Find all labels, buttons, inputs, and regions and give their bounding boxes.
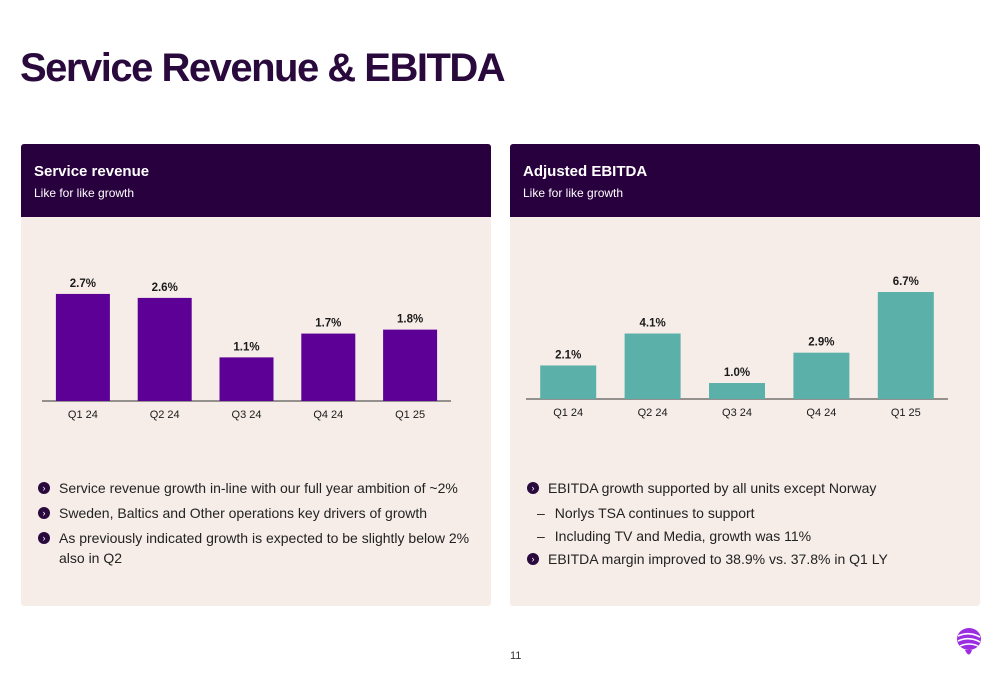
- adjusted-ebitda-bullets: › EBITDA growth supported by all units e…: [527, 478, 967, 574]
- service-revenue-panel: Service revenue Like for like growth 2.7…: [21, 144, 491, 606]
- x-tick-label: Q4 24: [313, 409, 343, 421]
- arrow-bullet-icon: ›: [38, 507, 50, 519]
- service-revenue-subtitle: Like for like growth: [34, 186, 135, 200]
- bar: [137, 297, 192, 401]
- page-number: 11: [510, 650, 522, 662]
- data-label: 1.1%: [233, 341, 259, 353]
- data-label: 1.7%: [315, 318, 341, 330]
- bar: [540, 365, 597, 399]
- page-title: Service Revenue & EBITDA: [20, 46, 506, 90]
- arrow-bullet-icon: ›: [527, 482, 539, 494]
- x-tick-label: Q4 24: [806, 407, 836, 419]
- adjusted-ebitda-title: Adjusted EBITDA: [523, 163, 648, 180]
- bar: [219, 357, 274, 401]
- service-revenue-bullets: › Service revenue growth in-line with ou…: [38, 478, 478, 573]
- adjusted-ebitda-subtitle: Like for like growth: [523, 186, 624, 200]
- service-revenue-chart: 2.7% Q1 24 2.6% Q2 24 1.1% Q3 24 1.7% Q4 24 1.8%…: [42, 278, 451, 421]
- bar: [55, 293, 110, 401]
- x-tick-label: Q3 24: [722, 407, 752, 419]
- data-label: 1.8%: [397, 314, 423, 326]
- adjusted-ebitda-chart: 2.1% Q1 24 4.1% Q2 24 1.0% Q3 24 2.9% Q4 24 6.7%…: [526, 276, 948, 419]
- data-label: 2.1%: [555, 349, 581, 361]
- dash-icon: –: [537, 505, 545, 521]
- data-label: 2.9%: [808, 337, 834, 349]
- bar: [877, 291, 934, 399]
- x-tick-label: Q1 25: [891, 407, 921, 419]
- dash-icon: –: [537, 528, 545, 544]
- data-label: 2.6%: [152, 282, 178, 294]
- x-tick-label: Q1 24: [553, 407, 583, 419]
- x-tick-label: Q1 25: [395, 409, 425, 421]
- bar: [709, 383, 765, 399]
- bullet-text: As previously indicated growth is expect…: [59, 530, 470, 566]
- bullet-item: › Service revenue growth in-line with ou…: [38, 478, 478, 498]
- arrow-bullet-icon: ›: [527, 553, 539, 565]
- data-label: 6.7%: [893, 276, 919, 288]
- sub-bullet-text: Including TV and Media, growth was 11%: [554, 528, 812, 544]
- telia-logo-icon: [957, 628, 981, 655]
- arrow-bullet-icon: ›: [38, 482, 50, 494]
- bullet-item: › As previously indicated growth is expe…: [38, 528, 478, 568]
- data-label: 4.1%: [639, 318, 665, 330]
- x-tick-label: Q1 24: [68, 409, 98, 421]
- arrow-bullet-icon: ›: [38, 532, 50, 544]
- sub-bullet-item: – Norlys TSA continues to support: [537, 503, 967, 523]
- bullet-item: › Sweden, Baltics and Other operations k…: [38, 503, 478, 523]
- adjusted-ebitda-header: Adjusted EBITDA Like for like growth: [510, 144, 980, 217]
- bullet-text: Sweden, Baltics and Other operations key…: [59, 505, 428, 521]
- adjusted-ebitda-panel: Adjusted EBITDA Like for like growth 2.1…: [510, 144, 980, 606]
- x-tick-label: Q3 24: [232, 409, 262, 421]
- bar: [624, 333, 681, 399]
- bullet-text: Service revenue growth in-line with our …: [59, 480, 458, 496]
- service-revenue-title: Service revenue: [34, 163, 150, 180]
- bullet-item: › EBITDA growth supported by all units e…: [527, 478, 967, 498]
- sub-bullet-item: – Including TV and Media, growth was 11%: [537, 526, 967, 546]
- bar: [793, 352, 850, 399]
- bar: [301, 333, 356, 401]
- x-tick-label: Q2 24: [150, 409, 180, 421]
- bullet-item: › EBITDA margin improved to 38.9% vs. 37…: [527, 549, 967, 569]
- bullet-text: EBITDA margin improved to 38.9% vs. 37.8…: [548, 551, 888, 567]
- data-label: 2.7%: [70, 278, 96, 290]
- data-label: 1.0%: [724, 367, 750, 379]
- bar: [383, 329, 438, 401]
- x-tick-label: Q2 24: [638, 407, 668, 419]
- bullet-text: EBITDA growth supported by all units exc…: [548, 480, 877, 496]
- service-revenue-header: Service revenue Like for like growth: [21, 144, 491, 217]
- sub-bullet-text: Norlys TSA continues to support: [554, 505, 755, 521]
